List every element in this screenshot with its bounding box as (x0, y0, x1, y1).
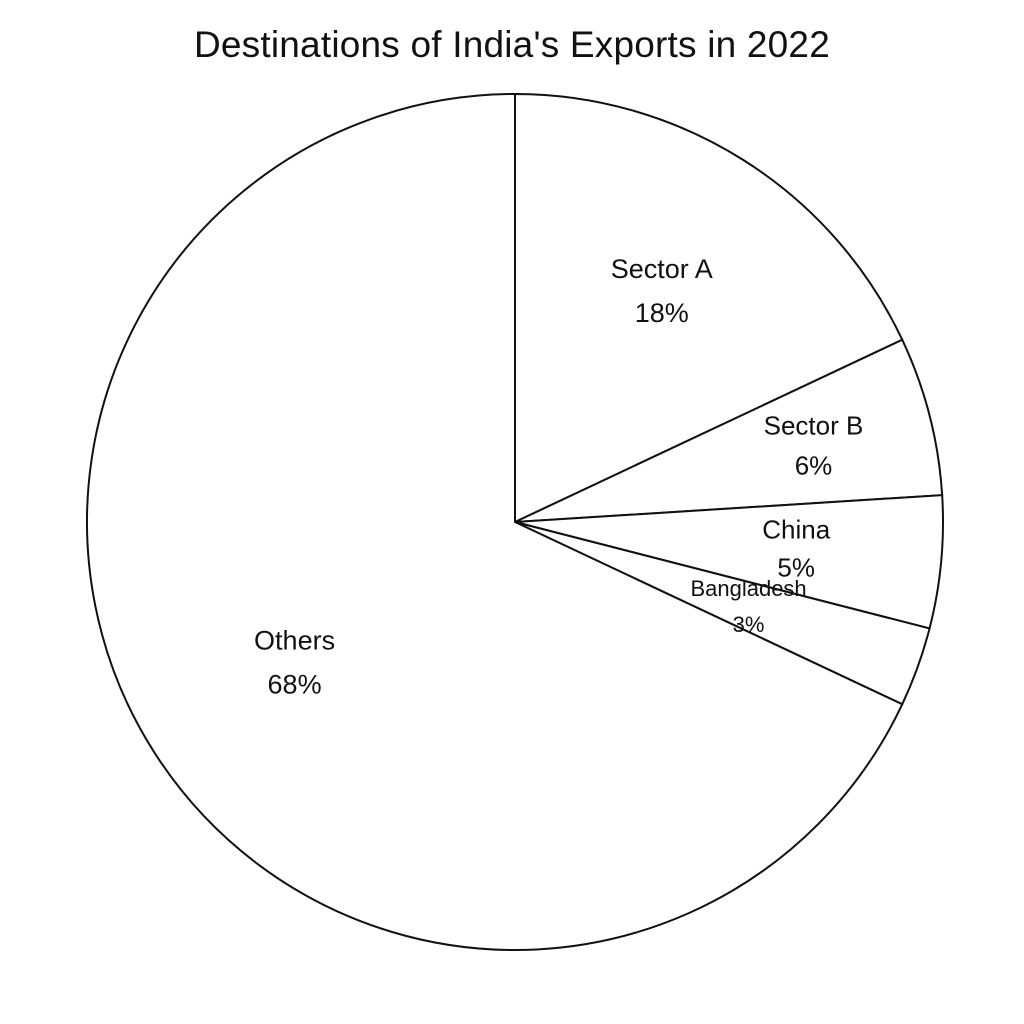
slice-label: China (762, 515, 830, 545)
chart-title: Destinations of India's Exports in 2022 (193, 24, 830, 65)
slice-value-label: 18% (635, 298, 689, 328)
slice-label: Others (254, 625, 335, 655)
slice-value-label: 6% (795, 450, 833, 480)
slice-label: Sector B (764, 410, 864, 440)
slice-value-label: 3% (733, 612, 765, 637)
pie-slices (86, 92, 944, 951)
slice-value-label: 68% (268, 669, 322, 699)
slice-label: Sector A (611, 254, 713, 284)
pie-labels: Sector A 18% Sector B 6% China 5%Bangladesh 3%… (254, 254, 863, 699)
pie-slice-sector-a (514, 92, 904, 524)
pie-slice-sector-b (514, 338, 944, 523)
slice-label: Bangladesh (690, 576, 806, 601)
slice-value-label: 5% (777, 553, 815, 583)
pie-slice-others (86, 92, 904, 951)
